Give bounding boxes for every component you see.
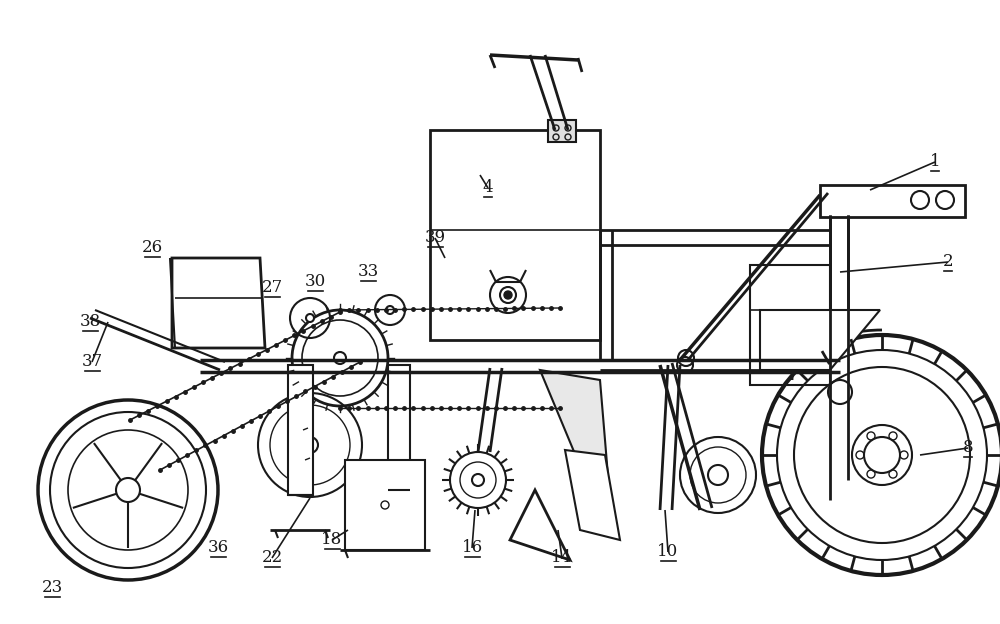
Text: 37: 37 [81, 354, 103, 371]
Polygon shape [565, 450, 620, 540]
Bar [345, 460, 425, 550]
Circle shape [386, 306, 394, 314]
Text: 36: 36 [207, 540, 229, 557]
Circle shape [864, 437, 900, 473]
Circle shape [306, 314, 314, 322]
Text: 33: 33 [357, 263, 379, 281]
Bar [430, 130, 600, 340]
Bar [820, 185, 965, 217]
Text: 16: 16 [461, 540, 483, 557]
Polygon shape [510, 490, 570, 560]
Text: 27: 27 [261, 280, 283, 296]
Bar [288, 365, 313, 495]
Text: 10: 10 [657, 544, 679, 560]
Text: 23: 23 [41, 580, 63, 597]
Text: 8: 8 [963, 439, 973, 457]
Text: 30: 30 [304, 273, 326, 291]
Text: 22: 22 [261, 550, 283, 567]
Text: 26: 26 [141, 240, 163, 256]
Polygon shape [172, 258, 265, 348]
Bar [750, 265, 830, 385]
Text: 38: 38 [79, 313, 101, 331]
Text: 39: 39 [424, 230, 446, 246]
Circle shape [472, 474, 484, 486]
Text: 18: 18 [321, 532, 343, 548]
Polygon shape [760, 310, 880, 370]
Text: 14: 14 [551, 550, 573, 567]
Circle shape [504, 291, 512, 299]
Text: 1: 1 [930, 154, 940, 170]
Circle shape [334, 352, 346, 364]
Polygon shape [540, 370, 610, 500]
Bar [548, 120, 576, 142]
Text: 2: 2 [943, 253, 953, 270]
Bar [388, 365, 410, 490]
Text: 4: 4 [483, 180, 493, 197]
